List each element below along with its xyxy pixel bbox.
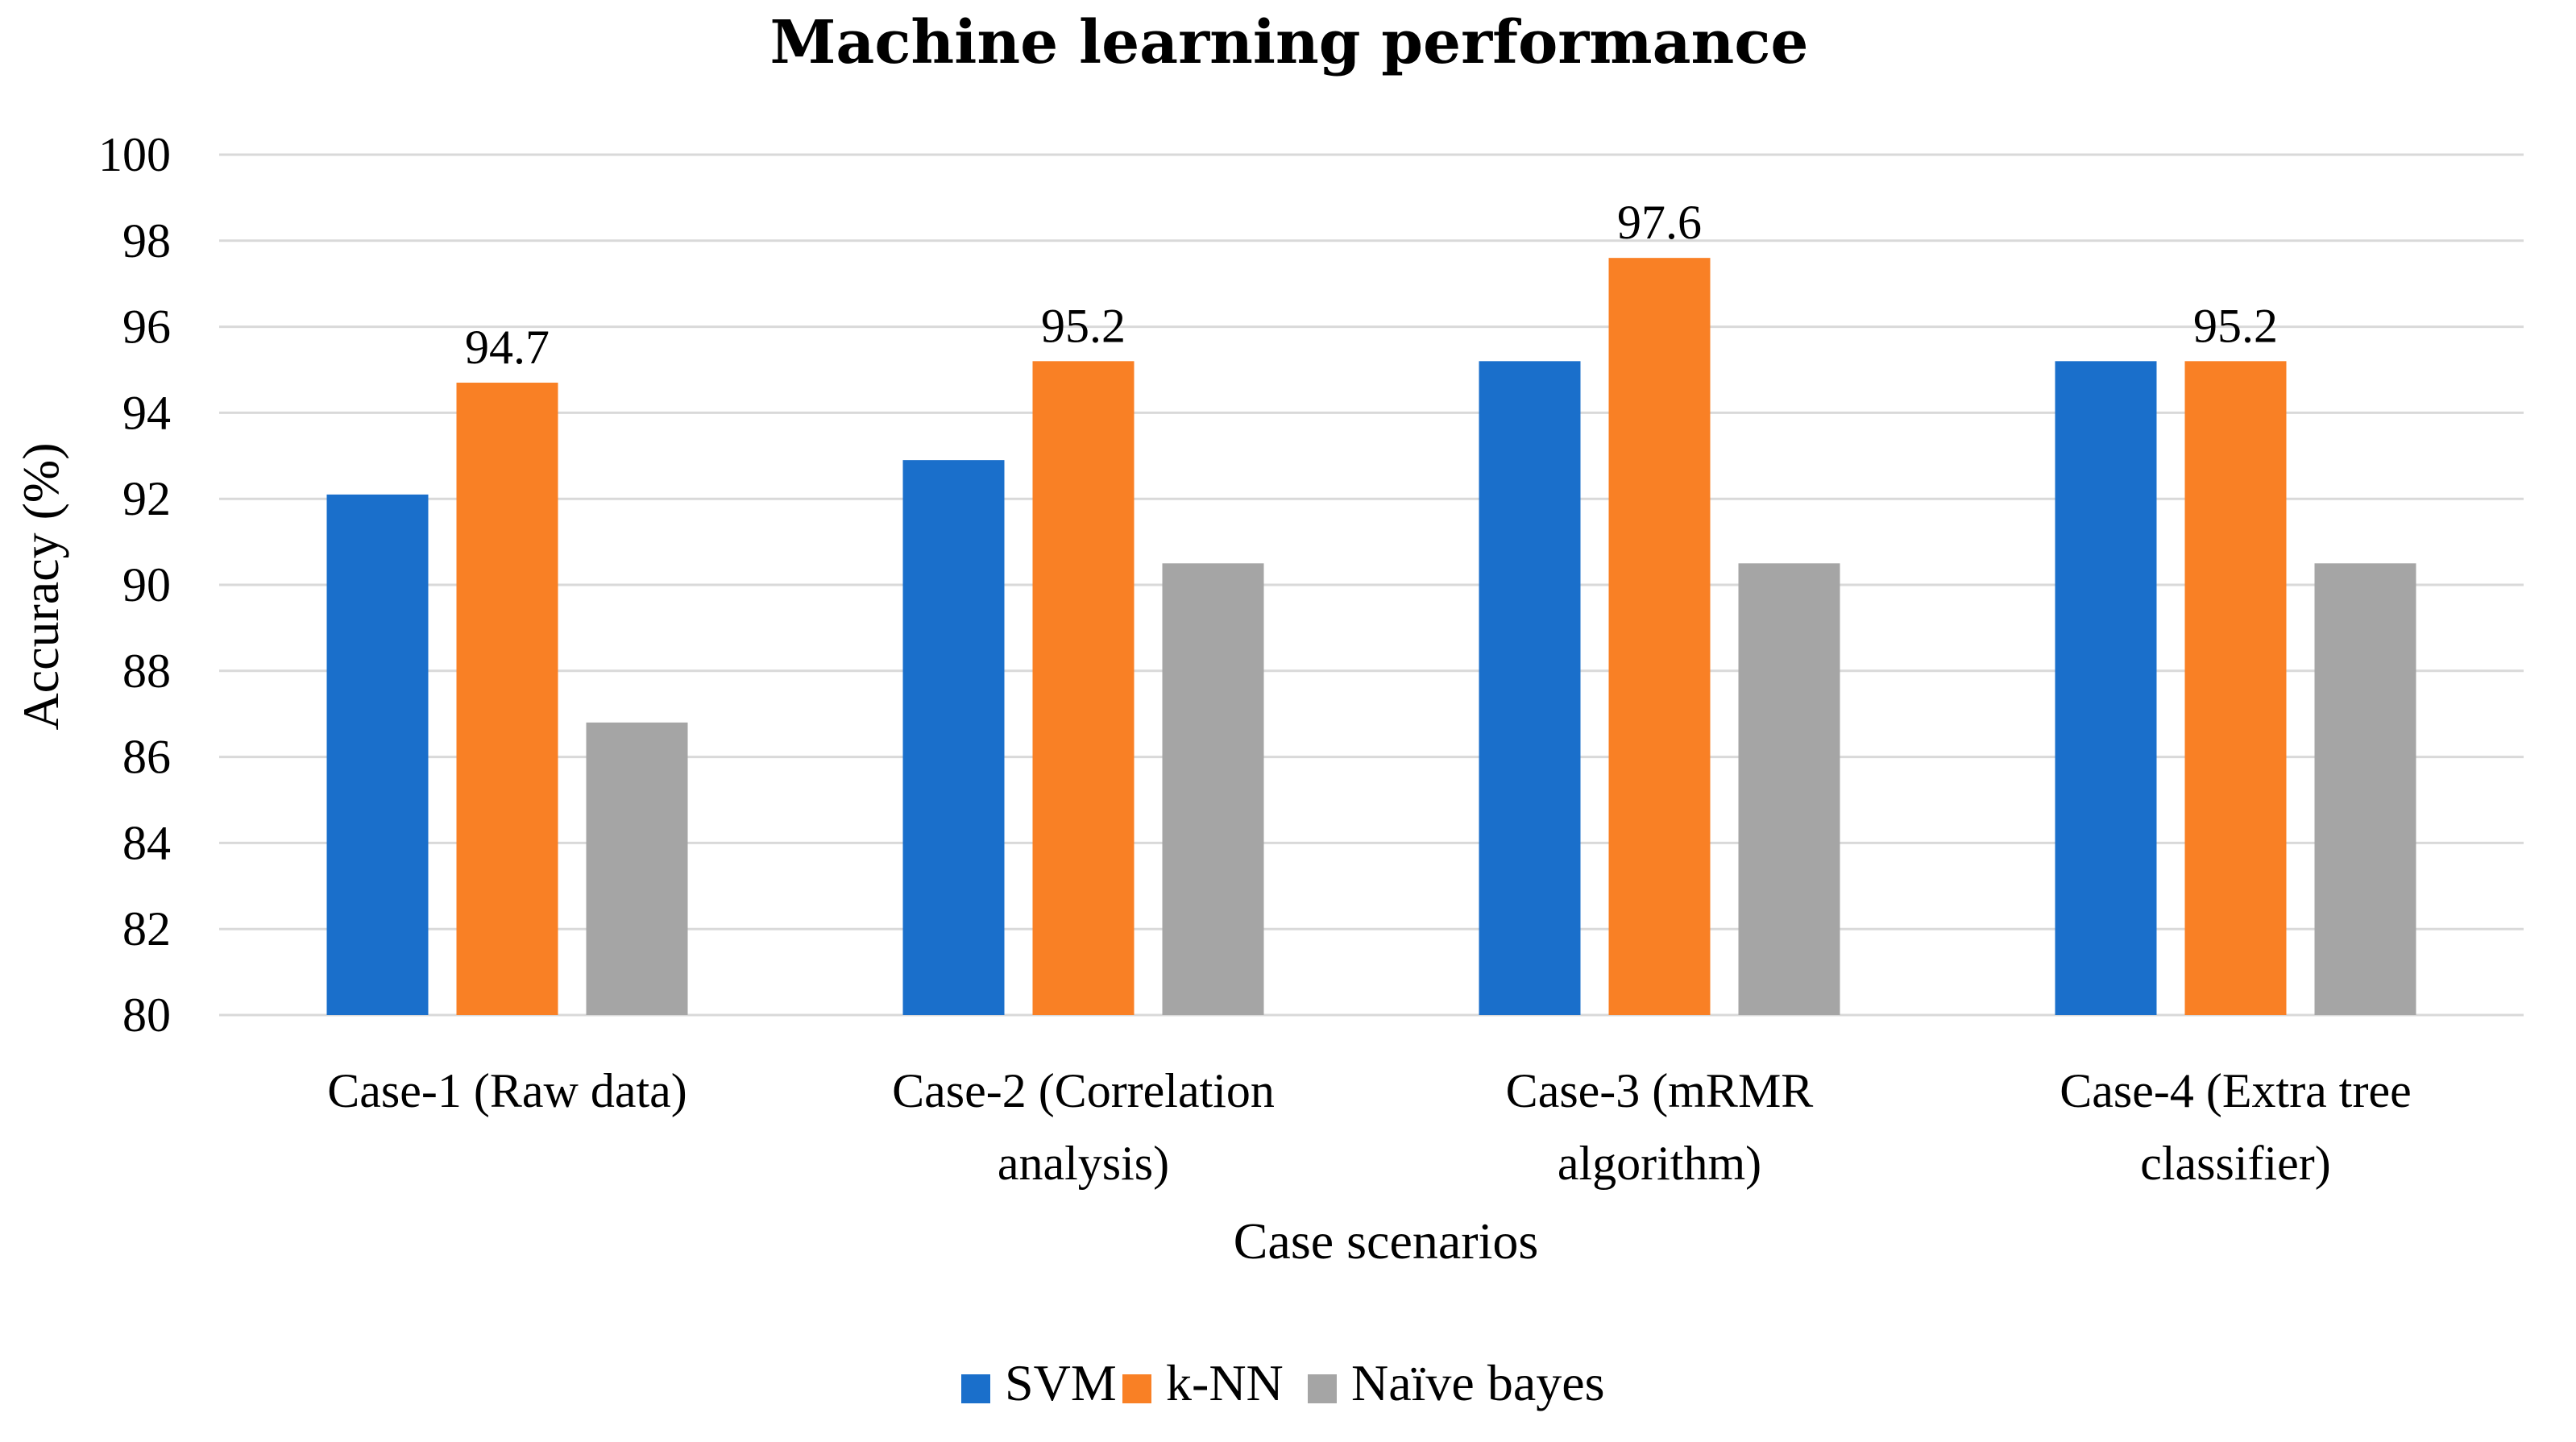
y-tick-label: 80 — [122, 988, 171, 1042]
bar-na-ve-bayes-case-4 — [2314, 563, 2416, 1015]
bar-k-nn-case-2 — [1032, 361, 1135, 1015]
chart-title: Machine learning performance — [769, 8, 1808, 77]
y-tick-label: 96 — [122, 300, 171, 354]
y-tick-label: 94 — [122, 386, 171, 439]
bar-svm-case-4 — [2055, 361, 2157, 1015]
legend: SVM k-NN Naïve bayes — [961, 1354, 1605, 1411]
y-tick-label: 90 — [122, 558, 171, 611]
x-category-label: analysis) — [998, 1137, 1169, 1190]
legend-label: Naïve bayes — [1351, 1354, 1605, 1411]
bar-k-nn-case-4 — [2184, 361, 2287, 1015]
data-label: 95.2 — [2193, 299, 2278, 352]
data-label: 95.2 — [1041, 299, 1126, 352]
bar-svm-case-3 — [1479, 361, 1581, 1015]
x-category-label: Case-1 (Raw data) — [327, 1064, 687, 1117]
y-tick-label: 88 — [122, 644, 171, 698]
bar-na-ve-bayes-case-2 — [1162, 563, 1264, 1015]
legend-label: SVM — [1005, 1354, 1117, 1411]
x-category-label: algorithm) — [1558, 1137, 1761, 1190]
y-tick-label: 86 — [122, 731, 171, 784]
x-axis-label: Case scenarios — [1234, 1212, 1539, 1270]
bar-svm-case-2 — [902, 460, 1005, 1015]
y-axis-label: Accuracy (%) — [12, 442, 69, 730]
y-tick-label: 98 — [122, 214, 171, 267]
y-tick-label: 84 — [122, 816, 171, 869]
bars — [326, 258, 2416, 1015]
x-category-label: classifier) — [2140, 1137, 2331, 1190]
y-tick-label: 82 — [122, 902, 171, 955]
x-axis-categories: Case-1 (Raw data) Case-2 (Correlation anal… — [327, 1064, 2411, 1190]
y-axis-ticks: 80 82 84 86 88 90 92 94 96 98 100 — [98, 128, 171, 1042]
x-category-label: Case-3 (mRMR — [1506, 1064, 1814, 1117]
gridlines — [219, 153, 2524, 1017]
bar-k-nn-case-1 — [456, 383, 558, 1015]
bar-na-ve-bayes-case-3 — [1738, 563, 1840, 1015]
bar-na-ve-bayes-case-1 — [586, 722, 688, 1015]
x-category-label: Case-4 (Extra tree — [2060, 1064, 2411, 1117]
bar-k-nn-case-3 — [1608, 258, 1711, 1015]
data-labels: 94.7 95.2 97.6 95.2 — [465, 196, 2278, 374]
legend-swatch — [1122, 1374, 1151, 1403]
y-tick-label: 100 — [98, 128, 171, 181]
data-label: 94.7 — [465, 321, 550, 374]
legend-swatch — [1308, 1374, 1337, 1403]
bar-svm-case-1 — [326, 494, 429, 1015]
x-category-label: Case-2 (Correlation — [892, 1064, 1275, 1117]
data-label: 97.6 — [1617, 196, 1702, 249]
legend-swatch — [961, 1374, 990, 1403]
y-tick-label: 92 — [122, 472, 171, 525]
legend-label: k-NN — [1166, 1354, 1284, 1411]
